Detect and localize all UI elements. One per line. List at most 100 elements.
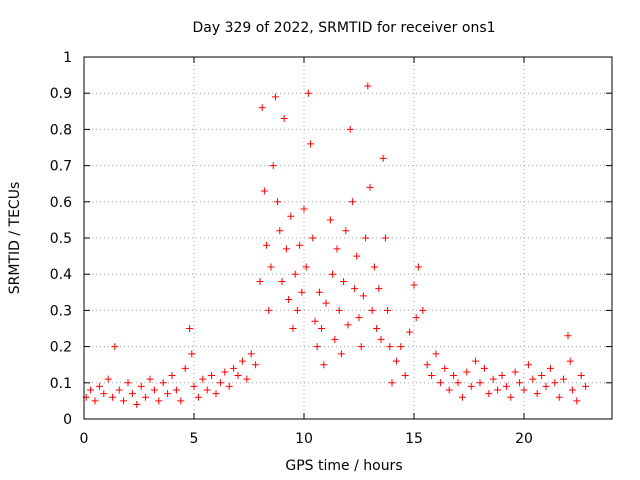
data-point	[373, 325, 381, 332]
data-point	[146, 375, 154, 383]
x-tick-label: 0	[80, 431, 89, 447]
data-point	[377, 335, 385, 343]
data-point	[133, 401, 141, 409]
data-point	[307, 140, 315, 148]
data-point	[238, 357, 246, 365]
data-point	[271, 93, 279, 101]
data-point	[529, 375, 537, 383]
data-point	[401, 372, 409, 380]
data-point	[397, 343, 405, 351]
data-point	[296, 241, 304, 249]
data-point	[177, 397, 185, 405]
data-point	[419, 306, 427, 314]
data-point	[546, 364, 554, 372]
data-point	[441, 364, 449, 372]
data-point	[386, 343, 394, 351]
data-point	[274, 198, 282, 206]
data-point	[458, 393, 466, 401]
data-point	[555, 393, 563, 401]
data-point	[357, 343, 365, 351]
data-point	[388, 379, 396, 387]
data-point	[225, 382, 233, 390]
data-point	[335, 306, 343, 314]
data-point	[186, 325, 194, 332]
data-point	[566, 357, 574, 365]
data-point	[351, 285, 359, 293]
data-point	[472, 357, 480, 365]
y-axis-label: SRMTID / TECUs	[7, 182, 23, 295]
data-point	[333, 245, 341, 253]
data-point	[384, 306, 392, 314]
y-tick-label: 0.5	[50, 231, 72, 247]
data-point	[375, 285, 383, 293]
data-point	[309, 234, 317, 242]
data-point	[155, 397, 163, 405]
data-point	[428, 372, 436, 380]
data-point	[489, 375, 497, 383]
y-tick-label: 0.1	[50, 376, 72, 392]
x-axis-label: GPS time / hours	[285, 458, 402, 474]
data-point	[353, 252, 361, 260]
data-point	[516, 379, 524, 387]
data-point	[322, 299, 330, 307]
data-point	[142, 393, 150, 401]
data-point	[216, 379, 224, 387]
data-point	[221, 368, 229, 376]
data-point	[243, 375, 251, 383]
data-point	[412, 314, 420, 322]
data-point	[582, 382, 590, 390]
data-point	[276, 227, 284, 235]
data-point	[436, 379, 444, 387]
data-point	[379, 154, 387, 162]
data-point	[289, 325, 297, 332]
data-point	[346, 125, 354, 133]
data-point	[564, 332, 572, 340]
y-tick-label: 0.3	[50, 303, 72, 319]
data-point	[423, 361, 431, 369]
data-point	[344, 321, 352, 329]
data-point	[164, 390, 172, 398]
data-point	[293, 306, 301, 314]
data-point	[265, 306, 273, 314]
data-point	[370, 263, 378, 271]
data-point	[172, 386, 180, 394]
data-point	[494, 386, 502, 394]
data-point	[247, 350, 255, 358]
data-point	[208, 372, 216, 380]
data-points	[82, 82, 590, 409]
y-tick-label: 0.7	[50, 159, 72, 175]
data-point	[315, 288, 323, 296]
data-point	[304, 89, 312, 97]
chart-title: Day 329 of 2022, SRMTID for receiver ons…	[192, 20, 495, 36]
y-tick-label: 1	[63, 50, 72, 66]
data-point	[320, 361, 328, 369]
data-point	[410, 281, 418, 289]
data-point	[95, 382, 103, 390]
data-point	[159, 379, 167, 387]
data-point	[485, 390, 493, 398]
data-point	[560, 375, 568, 383]
data-point	[507, 393, 515, 401]
data-point	[551, 379, 559, 387]
y-tick-label: 0.2	[50, 340, 72, 356]
data-point	[577, 372, 585, 380]
data-point	[520, 386, 528, 394]
data-point	[454, 379, 462, 387]
data-point	[282, 245, 290, 253]
data-point	[128, 390, 136, 398]
data-point	[280, 115, 288, 123]
data-point	[511, 368, 519, 376]
data-point	[533, 390, 541, 398]
data-point	[538, 372, 546, 380]
data-point	[285, 296, 293, 304]
data-point	[194, 393, 202, 401]
y-tick-label: 0.6	[50, 195, 72, 211]
data-point	[432, 350, 440, 358]
data-point	[414, 263, 422, 271]
y-tick-labels: 0 0.1 0.2 0.3 0.4 0.5 0.6 0.7 0.8 0.9 1	[50, 50, 72, 428]
data-point	[524, 361, 532, 369]
data-point	[381, 234, 389, 242]
data-point	[104, 375, 112, 383]
